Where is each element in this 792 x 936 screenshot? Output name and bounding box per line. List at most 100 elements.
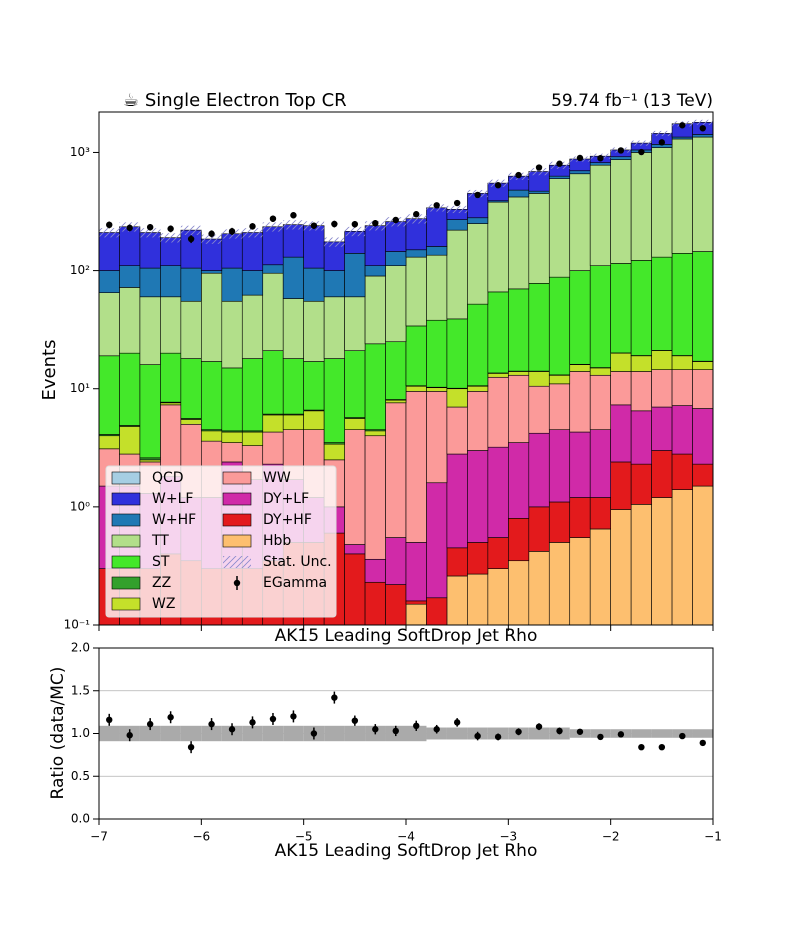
stack-bar xyxy=(508,374,530,443)
legend-label: W+HF xyxy=(152,512,196,528)
stat-unc xyxy=(180,225,202,235)
data-point xyxy=(167,225,174,232)
stack-bar xyxy=(446,219,468,231)
ratio-point xyxy=(535,723,543,730)
stack-bar xyxy=(630,260,652,356)
data-point xyxy=(658,139,666,146)
ratio-point xyxy=(310,730,318,737)
stack-bar xyxy=(671,405,693,455)
stack-bar xyxy=(201,270,223,274)
legend-swatch xyxy=(111,597,141,611)
stat-unc xyxy=(324,237,345,247)
legend-swatch xyxy=(111,555,141,569)
stack-bar xyxy=(364,275,386,345)
stack-bar xyxy=(426,387,448,392)
stack-bar xyxy=(610,461,632,510)
stack-bar xyxy=(671,369,693,406)
stack-bar xyxy=(241,232,264,271)
stat-unc xyxy=(160,233,181,243)
stack-bar xyxy=(221,300,243,369)
stack-bar xyxy=(651,256,673,351)
ratio-unc-band xyxy=(528,727,550,740)
data-point xyxy=(679,122,686,129)
stack-bar xyxy=(508,189,530,198)
data-point xyxy=(392,216,399,224)
stack-bar xyxy=(589,367,611,376)
ratio-point xyxy=(392,727,399,735)
stack-bar xyxy=(221,367,243,432)
stack-bar xyxy=(467,303,489,387)
stat-unc xyxy=(99,228,120,238)
ratio-unc-band xyxy=(242,725,263,742)
stack-bar xyxy=(446,547,468,577)
y-tick-label: 10² xyxy=(70,263,90,277)
data-point xyxy=(474,191,481,199)
stack-bar xyxy=(589,265,611,368)
ratio-point xyxy=(433,726,440,733)
ratio-unc-band xyxy=(160,725,181,742)
data-point xyxy=(494,182,502,189)
legend-swatch xyxy=(222,513,252,527)
stack-bar xyxy=(364,265,386,277)
ratio-point xyxy=(453,719,461,726)
stack-bar xyxy=(139,296,161,365)
stack-bar xyxy=(467,450,489,543)
stack-bar xyxy=(262,226,284,266)
ratio-unc-band xyxy=(344,725,366,742)
legend: QCD W+LF W+HF TT ST ZZ WZ WW DY+LF DY+HF Hbb Stat. … xyxy=(105,465,337,618)
stack-bar xyxy=(528,385,550,434)
stack-bar xyxy=(569,170,591,175)
stack-bar xyxy=(589,528,611,625)
legend-swatch xyxy=(111,534,141,548)
legend-swatch xyxy=(233,579,241,587)
stack-bar xyxy=(548,542,571,625)
stack-bar xyxy=(139,457,161,461)
legend-label: DY+LF xyxy=(263,491,309,507)
stack-bar xyxy=(692,463,713,487)
stack-bar xyxy=(139,459,161,463)
data-point xyxy=(228,228,236,235)
stack-bar xyxy=(610,371,632,406)
legend-swatch xyxy=(222,471,252,485)
stack-bar xyxy=(139,232,161,269)
stack-bar xyxy=(630,463,652,505)
stack-bar xyxy=(426,482,448,599)
data-point xyxy=(413,211,420,218)
stack-bar xyxy=(303,410,325,430)
stack-bar xyxy=(262,431,284,465)
stack-bar xyxy=(99,292,120,357)
stack-bar xyxy=(385,399,407,404)
stack-bar xyxy=(548,276,571,376)
data-point xyxy=(310,222,318,229)
legend-label: TT xyxy=(151,533,169,549)
ratio-point xyxy=(208,720,215,728)
stack-bar xyxy=(630,152,652,261)
stack-bar xyxy=(385,251,407,266)
ratio-point xyxy=(249,719,256,726)
stack-bar xyxy=(467,223,489,305)
stack-bar xyxy=(303,300,325,362)
stack-bar xyxy=(528,506,550,552)
stack-bar xyxy=(201,430,223,442)
ratio-x-axis-label: AK15 Leading SoftDrop Jet Rho xyxy=(275,841,538,861)
stack-bar xyxy=(630,355,652,372)
stack-bar xyxy=(160,402,182,406)
ratio-point xyxy=(617,731,625,738)
stat-unc xyxy=(344,226,366,237)
stack-bar xyxy=(569,431,591,498)
legend-label: Stat. Unc. xyxy=(263,554,332,570)
stack-bar xyxy=(610,509,632,625)
stat-unc xyxy=(283,220,304,230)
stack-bar xyxy=(99,270,120,293)
legend-label: EGamma xyxy=(263,575,327,591)
legend-label: ST xyxy=(152,554,170,570)
stack-bar xyxy=(589,497,611,530)
ratio-y-axis-label: Ratio (data/MC) xyxy=(48,667,68,800)
ratio-unc-band xyxy=(651,729,673,738)
stack-bar xyxy=(692,251,713,362)
stack-bar xyxy=(528,551,550,625)
stack-bar xyxy=(344,544,366,555)
stack-bar xyxy=(180,300,202,359)
stack-bar xyxy=(548,429,571,503)
